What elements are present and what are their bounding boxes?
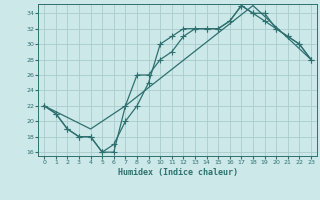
X-axis label: Humidex (Indice chaleur): Humidex (Indice chaleur) [118,168,238,177]
